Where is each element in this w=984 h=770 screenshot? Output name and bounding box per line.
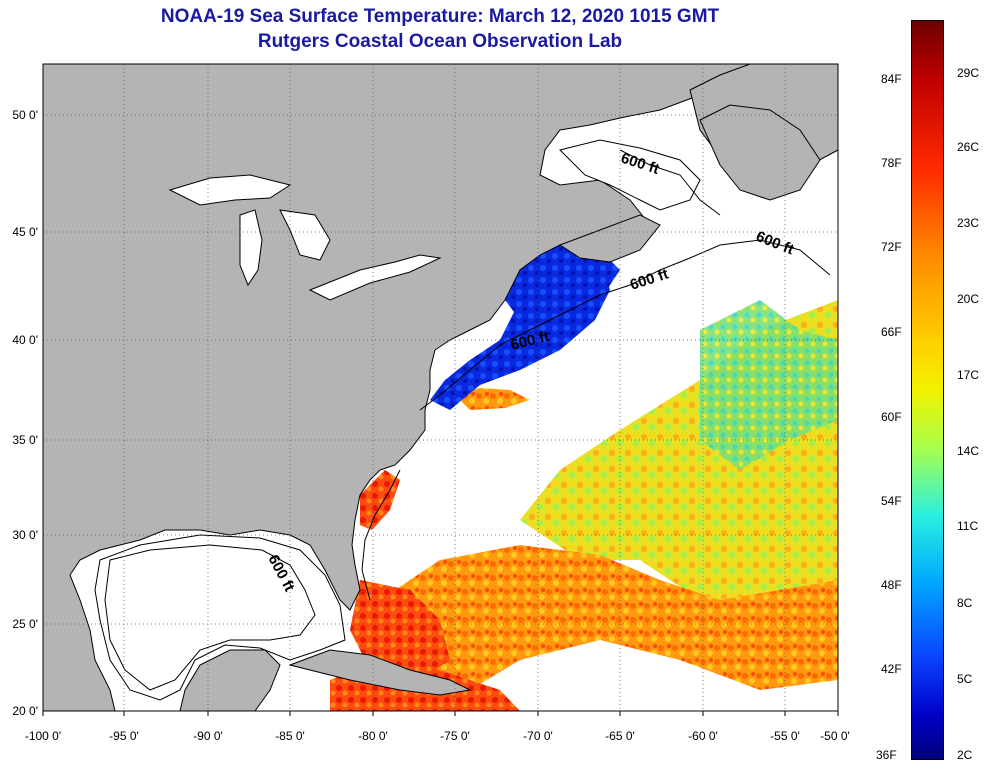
colorbar-c-label: 26C	[957, 140, 980, 154]
colorbar-c-label: 17C	[957, 368, 980, 382]
colorbar-f-label: 60F	[881, 410, 902, 424]
y-tick-label: 20 0'	[12, 704, 38, 718]
lake-huron	[279, 209, 331, 261]
colorbar-f-label: 72F	[881, 240, 902, 254]
land-north-america	[43, 64, 751, 711]
sst-gulfstream-north	[455, 388, 530, 410]
map-subtitle: Rutgers Coastal Ocean Observation Lab	[257, 31, 623, 52]
y-tick-label: 35 0'	[12, 433, 38, 447]
colorbar-c-label: 2C	[957, 748, 973, 762]
y-axis: 50 0' 45 0' 40 0' 35 0' 30 0' 25 0' 20 0…	[12, 108, 38, 718]
colorbar-c-label: 8C	[957, 596, 973, 610]
colorbar-c-label: 23C	[957, 216, 980, 230]
y-tick-label: 30 0'	[12, 528, 38, 542]
colorbar-c-label: 14C	[957, 444, 980, 458]
map-title: NOAA-19 Sea Surface Temperature: March 1…	[160, 6, 720, 27]
lake-michigan	[239, 209, 263, 287]
x-tick-label: -70 0'	[523, 729, 553, 743]
x-tick-label: -100 0'	[25, 729, 61, 743]
sst-southeast-warm	[640, 600, 838, 680]
colorbar-f-label: 84F	[881, 72, 902, 86]
x-tick-label: -90 0'	[193, 729, 223, 743]
colorbar-f-label: 54F	[881, 494, 902, 508]
y-tick-label: 50 0'	[12, 108, 38, 122]
land-nova-scotia	[558, 214, 661, 263]
colorbar-c-label: 11C	[957, 519, 979, 533]
x-tick-label: -85 0'	[275, 729, 305, 743]
x-tick-label: -50 0'	[820, 729, 850, 743]
x-tick-label: -60 0'	[688, 729, 718, 743]
land-newfoundland	[699, 104, 821, 201]
colorbar-f-label: 78F	[881, 156, 902, 170]
x-axis: -100 0' -95 0' -90 0' -85 0' -80 0' -75 …	[25, 729, 850, 743]
colorbar-c-label: 20C	[957, 292, 980, 306]
x-tick-label: -65 0'	[605, 729, 635, 743]
y-tick-label: 40 0'	[12, 333, 38, 347]
colorbar-f-label: 48F	[881, 578, 902, 592]
map-frame	[42, 63, 839, 712]
graticule	[43, 64, 838, 711]
gulf-of-mexico	[94, 534, 346, 701]
gulf-st-lawrence	[559, 139, 701, 211]
land-cuba	[288, 649, 472, 696]
sst-bahamas-warm	[350, 580, 450, 680]
sst-map: 600 ft 600 ft 600 ft 600 ft 600 ft -100 …	[12, 63, 850, 743]
colorbar-f-label: 42F	[881, 662, 902, 676]
colorbar-f-label: 36F	[876, 748, 897, 762]
map-plot-area	[43, 64, 838, 711]
colorbar-c-label: 5C	[957, 672, 973, 686]
sst-cool-streaks	[700, 300, 838, 470]
isobath-600ft	[104, 149, 831, 691]
sst-gulfstream-coast	[360, 470, 400, 530]
x-tick-label: -75 0'	[440, 729, 470, 743]
lake-superior	[168, 174, 292, 206]
x-tick-label: -80 0'	[358, 729, 388, 743]
colorbar-f-label: 66F	[881, 325, 902, 339]
colorbar	[911, 20, 944, 760]
colorbar-c-label: 29C	[957, 66, 980, 80]
y-tick-label: 25 0'	[12, 617, 38, 631]
y-tick-label: 45 0'	[12, 225, 38, 239]
x-tick-label: -55 0'	[770, 729, 800, 743]
x-tick-label: -95 0'	[109, 729, 139, 743]
lake-erie-ontario	[308, 254, 442, 301]
